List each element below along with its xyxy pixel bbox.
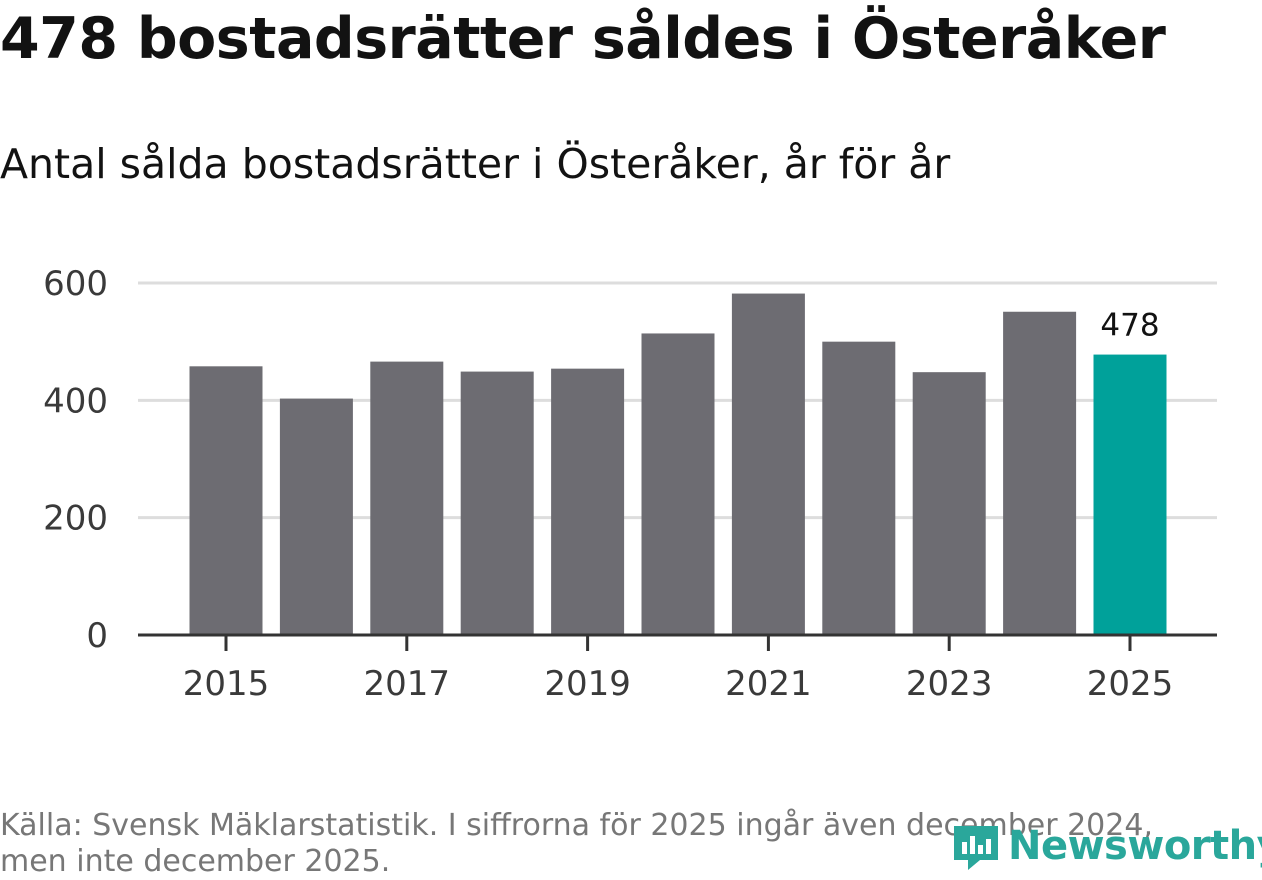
bar-2024 xyxy=(1003,311,1077,635)
bar-2018 xyxy=(460,371,534,635)
bar-2021 xyxy=(731,293,805,635)
bar-2023 xyxy=(912,372,986,635)
newsworthy-logo: Newsworthy xyxy=(950,820,1262,872)
bar-2025 xyxy=(1093,354,1167,635)
y-tick-label-0: 0 xyxy=(86,616,108,656)
chart-title: 478 bostadsrätter såldes i Österåker xyxy=(0,6,1166,72)
y-tick-label-200: 200 xyxy=(43,499,108,539)
newsworthy-logo-icon xyxy=(954,826,998,870)
bar-2017 xyxy=(370,361,444,635)
y-tick-label-400: 400 xyxy=(43,381,108,421)
bars xyxy=(189,293,1167,635)
bar-2015 xyxy=(189,366,263,635)
x-tick-label-2021: 2021 xyxy=(725,664,812,704)
bar-2019 xyxy=(551,368,625,635)
axes xyxy=(138,633,1217,651)
x-tick-label-2017: 2017 xyxy=(364,664,451,704)
data-label-2025: 478 xyxy=(1100,308,1159,344)
bar-2016 xyxy=(279,398,353,635)
x-tick-label-2015: 2015 xyxy=(183,664,270,704)
x-tick-label-2019: 2019 xyxy=(544,664,631,704)
bar-2022 xyxy=(822,341,896,635)
chart-subtitle: Antal sålda bostadsrätter i Österåker, å… xyxy=(0,140,951,188)
newsworthy-logo-text: Newsworthy xyxy=(1008,823,1262,869)
x-tick-label-2025: 2025 xyxy=(1087,664,1174,704)
labels: 0 200 400 600 2015 2017 2019 2021 2023 2025 478 xyxy=(43,264,1173,704)
x-tick-label-2023: 2023 xyxy=(906,664,993,704)
y-tick-label-600: 600 xyxy=(43,264,108,304)
bar-2020 xyxy=(641,333,715,635)
